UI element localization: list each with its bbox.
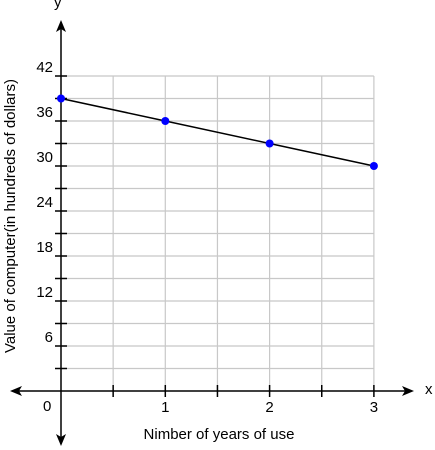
y-tick-label: 24 <box>36 194 53 211</box>
series <box>57 94 378 170</box>
y-axis-letter: y <box>54 0 62 11</box>
series-line <box>60 97 375 167</box>
y-tick-label: 12 <box>36 284 53 301</box>
y-axis-title: Value of computer(in hundreds of dollars… <box>2 79 19 353</box>
y-axis-arrow-down <box>56 434 66 446</box>
y-tick-label: 30 <box>36 149 53 166</box>
y-tick-label: 42 <box>36 59 53 76</box>
y-tick-label: 36 <box>36 104 53 121</box>
y-axis-arrow-up <box>56 20 66 32</box>
x-tick-label: 3 <box>370 399 378 416</box>
origin-label: 0 <box>43 398 51 415</box>
grid <box>61 75 375 391</box>
data-point <box>161 117 170 125</box>
y-tick-label: 18 <box>36 239 53 256</box>
x-axis-arrow-right <box>402 386 414 396</box>
x-tick-label: 2 <box>265 399 273 416</box>
labels: x y 0 Nimber of years of use Value of co… <box>2 0 433 443</box>
data-point <box>265 139 274 148</box>
y-tick-label: 6 <box>45 329 53 346</box>
x-tick-label: 1 <box>161 399 169 416</box>
x-axis-title: Nimber of years of use <box>144 426 295 443</box>
x-axis-arrow-left <box>10 386 22 396</box>
data-point <box>369 162 378 170</box>
data-point <box>57 94 65 103</box>
x-axis-letter: x <box>425 381 433 398</box>
